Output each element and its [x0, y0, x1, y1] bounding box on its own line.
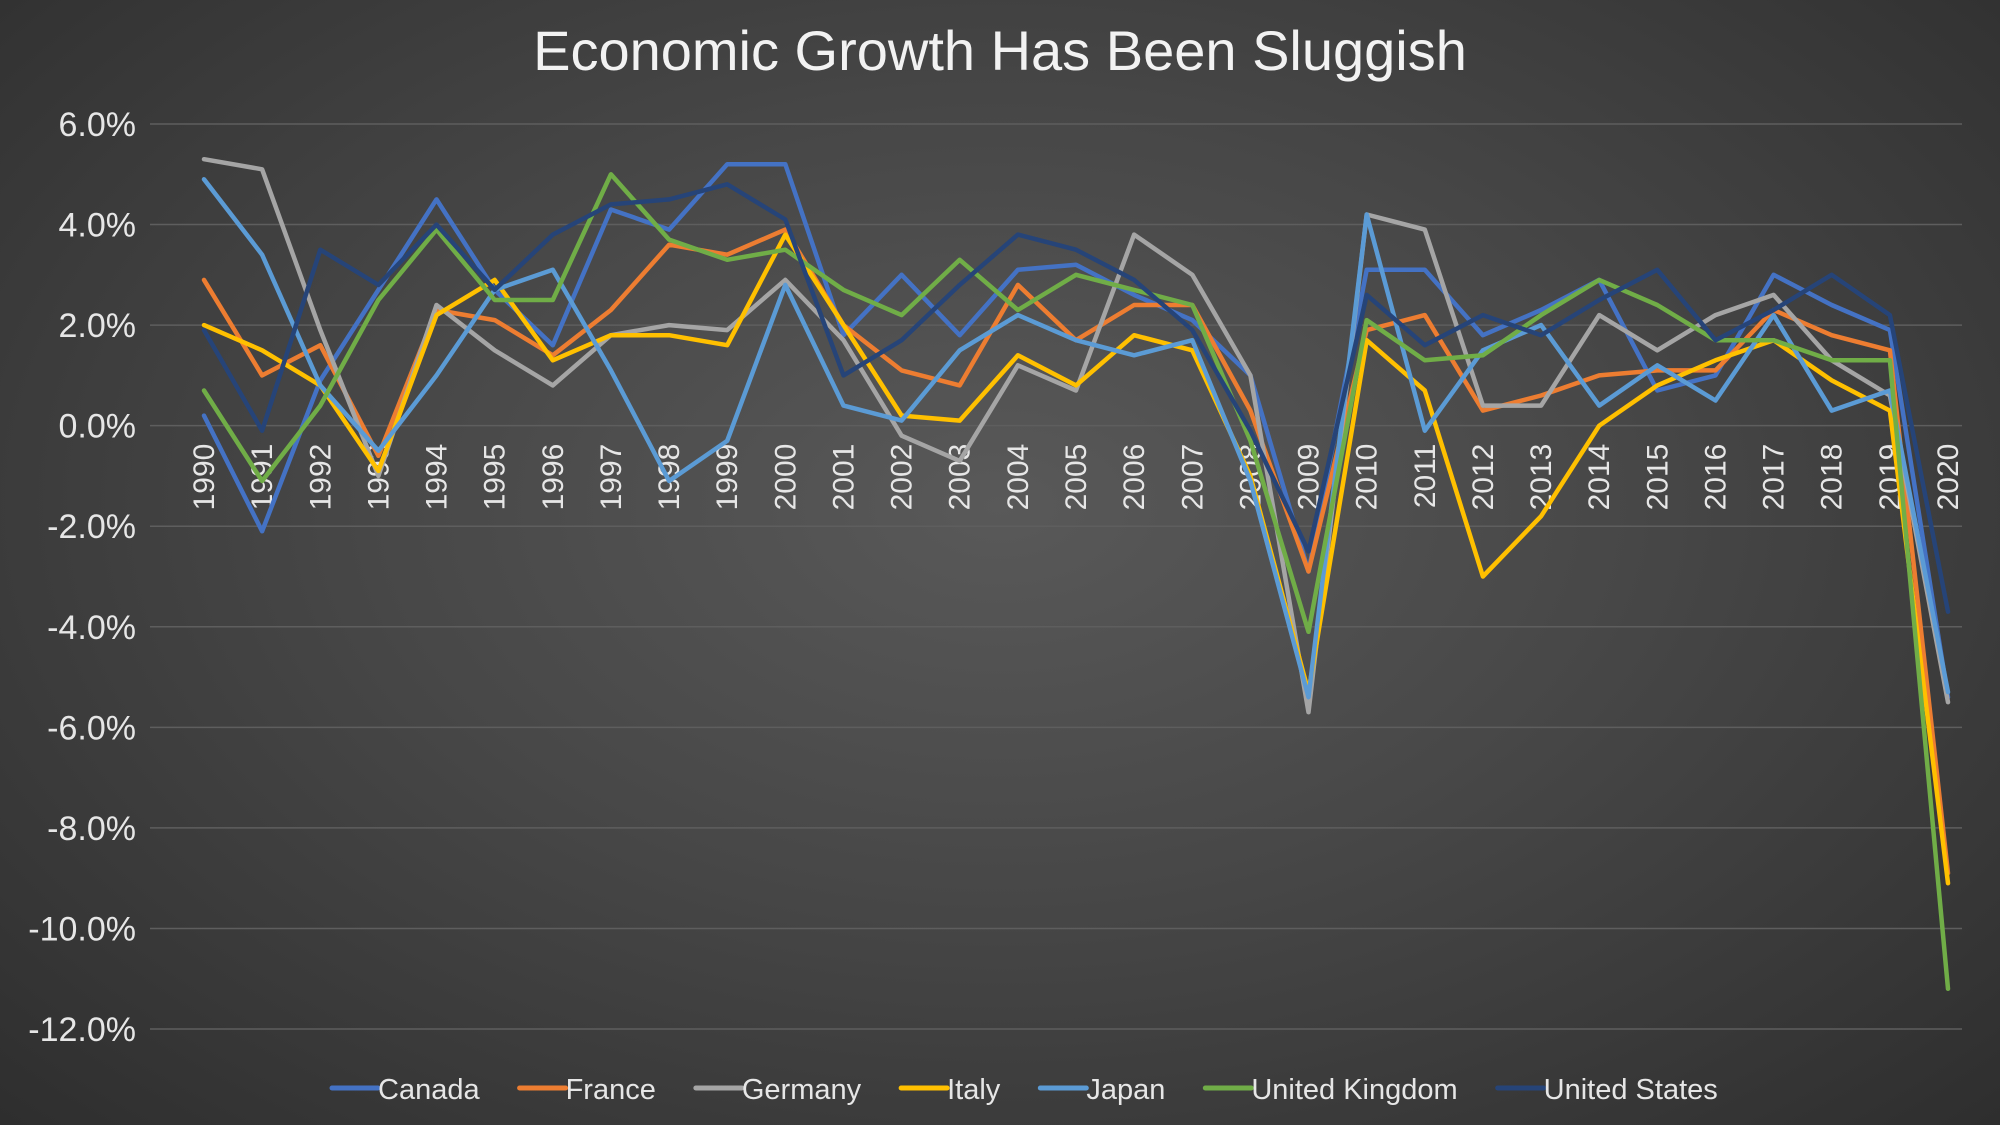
- y-tick-label: -2.0%: [47, 508, 136, 546]
- y-tick-label: 6.0%: [59, 106, 137, 144]
- x-tick-label: 2000: [769, 444, 802, 511]
- x-tick-label: 2010: [1351, 444, 1384, 511]
- y-axis-ticks: 6.0% 4.0% 2.0% 0.0% -2.0% -4.0% -6.0% -8.0% -10.…: [28, 106, 136, 1049]
- x-tick-label: 1998: [653, 444, 686, 511]
- legend-item[interactable]: Japan: [1037, 1074, 1165, 1106]
- x-tick-label: 1999: [711, 444, 744, 511]
- x-tick-label: 2007: [1176, 444, 1209, 511]
- x-tick-label: 1996: [537, 444, 570, 511]
- legend-label: United States: [1544, 1074, 1718, 1106]
- legend: Canada France Germany Italy Japan United King…: [329, 1074, 1718, 1106]
- x-tick-label: 1992: [304, 444, 337, 511]
- x-tick-label: 2005: [1060, 444, 1093, 511]
- series-line-canada: [201, 161, 1951, 700]
- x-axis-ticks: 1990 1991 1992 1993 1994 1995 1996 1997 1998 1999…: [188, 444, 1965, 511]
- legend-label: Japan: [1086, 1074, 1165, 1106]
- x-tick-label: 1990: [188, 444, 221, 511]
- y-tick-label: -4.0%: [47, 609, 136, 647]
- x-tick-label: 2017: [1758, 444, 1791, 511]
- legend-label: Canada: [378, 1074, 480, 1106]
- x-tick-label: 2011: [1409, 444, 1442, 509]
- legend-label: Germany: [742, 1074, 862, 1106]
- x-tick-label: 2006: [1118, 444, 1151, 511]
- x-tick-label: 2018: [1816, 444, 1849, 511]
- series-line-united-kingdom: [201, 172, 1951, 992]
- x-tick-label: 2014: [1583, 444, 1616, 511]
- x-tick-label: 2016: [1699, 444, 1732, 511]
- series-line-united-states: [201, 182, 1951, 614]
- series-line-italy: [201, 232, 1951, 886]
- legend-label: Italy: [947, 1074, 1001, 1106]
- y-tick-label: 2.0%: [59, 307, 137, 345]
- x-tick-label: 1997: [595, 444, 628, 511]
- x-tick-label: 2001: [827, 444, 860, 511]
- legend-item[interactable]: Germany: [693, 1074, 862, 1106]
- chart-title: Economic Growth Has Been Sluggish: [533, 19, 1467, 82]
- x-tick-label: 2015: [1641, 444, 1674, 511]
- x-tick-label: 2012: [1467, 444, 1500, 511]
- y-tick-label: -12.0%: [28, 1011, 136, 1049]
- y-tick-label: -6.0%: [47, 709, 136, 747]
- y-tick-label: 4.0%: [59, 207, 137, 245]
- x-tick-label: 2020: [1932, 444, 1965, 511]
- y-tick-label: 0.0%: [59, 408, 137, 446]
- series-line-germany: [201, 156, 1951, 715]
- y-tick-label: -10.0%: [28, 910, 136, 948]
- legend-label: United Kingdom: [1251, 1074, 1457, 1106]
- y-tick-label: -8.0%: [47, 810, 136, 848]
- legend-item[interactable]: United Kingdom: [1202, 1074, 1458, 1106]
- x-tick-label: 2004: [1002, 444, 1035, 511]
- x-tick-label: 1995: [479, 444, 512, 511]
- x-tick-label: 2002: [886, 444, 919, 511]
- legend-item[interactable]: Canada: [329, 1074, 480, 1106]
- x-tick-label: 1994: [421, 444, 454, 511]
- series-lines: [201, 156, 1951, 992]
- legend-item[interactable]: France: [517, 1074, 656, 1106]
- legend-item[interactable]: Italy: [898, 1074, 1001, 1106]
- gridlines: [150, 123, 1962, 1030]
- legend-item[interactable]: United States: [1495, 1074, 1718, 1106]
- legend-label: France: [566, 1074, 656, 1106]
